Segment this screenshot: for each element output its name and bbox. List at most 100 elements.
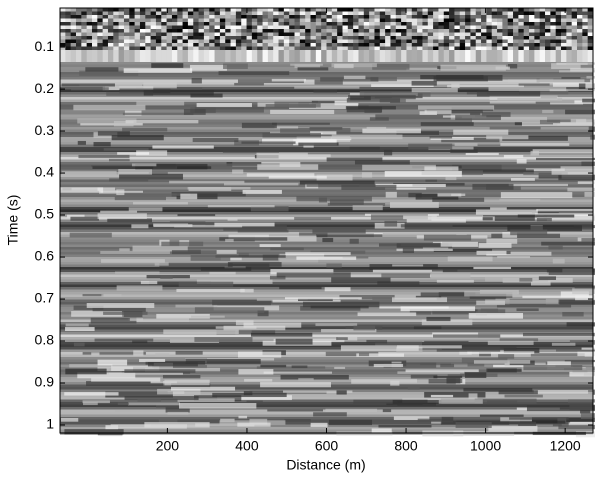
image-band — [60, 402, 593, 405]
image-noise — [433, 15, 439, 19]
image-segment — [274, 101, 321, 108]
image-noise — [347, 8, 354, 12]
image-noise — [507, 11, 514, 16]
image-noise — [97, 25, 103, 30]
image-noise — [454, 39, 461, 44]
image-segment — [582, 98, 595, 103]
image-noise — [182, 43, 189, 47]
image-segment — [498, 354, 515, 359]
image-noise — [86, 39, 93, 44]
image-noise — [369, 25, 375, 30]
seismic-image — [60, 8, 595, 438]
image-noise — [331, 32, 338, 37]
image-noise — [278, 50, 285, 62]
image-noise — [545, 25, 551, 30]
image-noise — [166, 8, 173, 12]
image-noise — [358, 46, 365, 51]
image-noise — [481, 8, 487, 12]
image-segment — [474, 398, 537, 404]
image-noise — [91, 29, 98, 33]
image-noise — [278, 25, 285, 30]
image-noise — [379, 46, 386, 51]
image-segment — [486, 238, 518, 244]
image-segment — [566, 322, 595, 327]
image-noise — [97, 32, 103, 37]
image-band — [60, 157, 593, 160]
image-noise — [145, 11, 151, 16]
image-segment — [536, 208, 594, 212]
image-noise — [358, 11, 365, 16]
image-segment — [116, 285, 163, 291]
image-noise — [518, 43, 525, 47]
image-segment — [536, 157, 595, 161]
image-band — [60, 209, 593, 213]
image-segment — [562, 268, 595, 275]
image-segment — [280, 374, 349, 380]
image-segment — [373, 363, 404, 368]
image-noise — [587, 32, 594, 37]
image-band — [60, 262, 593, 265]
image-noise — [427, 25, 434, 30]
image-noise — [230, 32, 237, 37]
image-noise — [438, 36, 445, 40]
image-noise — [342, 46, 349, 51]
image-noise — [241, 11, 247, 16]
image-segment — [411, 87, 458, 93]
image-noise — [273, 32, 279, 37]
image-segment — [123, 68, 193, 73]
image-segment — [356, 353, 405, 357]
image-noise — [134, 29, 141, 33]
image-noise — [497, 25, 503, 30]
image-noise — [310, 50, 317, 62]
image-segment — [424, 391, 486, 398]
image-segment — [431, 273, 471, 279]
image-segment — [465, 152, 499, 156]
image-noise — [342, 15, 349, 19]
image-noise — [225, 15, 231, 19]
image-segment — [90, 317, 137, 324]
image-noise — [139, 46, 146, 51]
image-noise — [203, 36, 210, 40]
image-segment — [364, 109, 382, 113]
image-segment — [196, 103, 252, 108]
image-noise — [566, 36, 572, 40]
image-noise — [289, 15, 295, 19]
image-noise — [182, 39, 189, 44]
image-noise — [134, 25, 141, 30]
image-noise — [534, 39, 540, 44]
image-noise — [267, 46, 274, 51]
image-noise — [529, 11, 535, 16]
image-noise — [502, 25, 509, 30]
image-segment — [133, 350, 144, 356]
image-noise — [331, 18, 338, 23]
image-segment — [189, 64, 227, 71]
image-segment — [538, 276, 557, 280]
image-noise — [363, 39, 370, 44]
image-segment — [507, 79, 585, 83]
image-segment — [340, 345, 419, 351]
image-noise — [123, 22, 130, 26]
image-segment — [408, 143, 453, 150]
image-segment — [325, 408, 378, 412]
image-noise — [459, 50, 466, 62]
image-noise — [139, 18, 146, 23]
image-noise — [587, 8, 594, 12]
image-segment — [430, 136, 474, 140]
image-noise — [491, 39, 498, 44]
image-noise — [107, 32, 114, 37]
image-noise — [353, 32, 359, 37]
image-band — [60, 62, 593, 65]
image-noise — [209, 18, 215, 23]
image-noise — [475, 50, 482, 62]
image-noise — [481, 22, 487, 26]
image-noise — [587, 22, 594, 26]
image-noise — [481, 46, 487, 51]
image-segment — [93, 142, 111, 147]
image-noise — [305, 22, 311, 26]
image-noise — [497, 36, 503, 40]
image-segment — [310, 422, 328, 427]
image-segment — [472, 183, 514, 190]
image-noise — [294, 11, 301, 16]
image-noise — [219, 46, 226, 51]
image-segment — [507, 64, 518, 69]
